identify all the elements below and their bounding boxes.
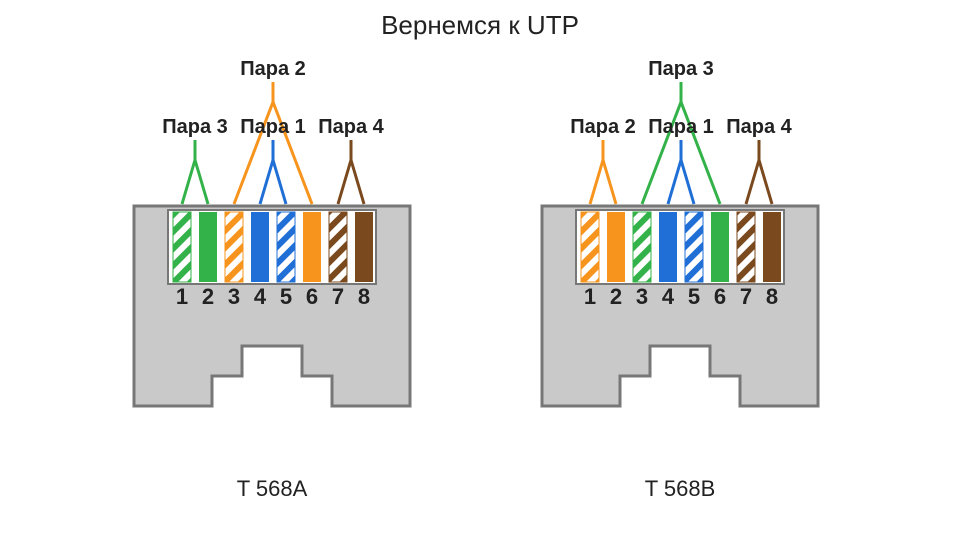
pin-number: 5 — [688, 284, 700, 309]
wire-6 — [711, 212, 729, 282]
pin-number: 4 — [662, 284, 675, 309]
pin-number: 4 — [254, 284, 267, 309]
pin-number: 1 — [584, 284, 596, 309]
pin-number: 2 — [202, 284, 214, 309]
page-title: Вернемся к UTP — [0, 10, 960, 41]
pair-label: Пара 4 — [311, 116, 391, 139]
pin-number: 3 — [636, 284, 648, 309]
pair-label: Пара 3 — [155, 116, 235, 139]
wire-5 — [685, 212, 703, 282]
wire-6 — [303, 212, 321, 282]
pair-label: Пара 2 — [563, 116, 643, 139]
wire-1 — [173, 212, 191, 282]
rj45-svg: 12345678 — [122, 58, 422, 418]
wire-2 — [199, 212, 217, 282]
pin-number: 5 — [280, 284, 292, 309]
pin-number: 6 — [714, 284, 726, 309]
wire-5 — [277, 212, 295, 282]
pin-number: 8 — [358, 284, 370, 309]
wire-3 — [225, 212, 243, 282]
wire-7 — [329, 212, 347, 282]
pair-label: Пара 1 — [641, 116, 721, 139]
wire-2 — [607, 212, 625, 282]
wire-8 — [355, 212, 373, 282]
rj45-diagram-t568b: Пара 3Пара 2Пара 1Пара 412345678T 568B — [530, 58, 830, 418]
wire-3 — [633, 212, 651, 282]
rj45-diagram-t568a: Пара 2Пара 3Пара 1Пара 412345678T 568A — [122, 58, 422, 418]
wire-7 — [737, 212, 755, 282]
wire-4 — [659, 212, 677, 282]
pair-label: Пара 1 — [233, 116, 313, 139]
pin-number: 1 — [176, 284, 188, 309]
pin-number: 2 — [610, 284, 622, 309]
pin-number: 7 — [740, 284, 752, 309]
pair-label-top: Пара 2 — [233, 58, 313, 81]
wire-4 — [251, 212, 269, 282]
pair-label-top: Пара 3 — [641, 58, 721, 81]
wire-8 — [763, 212, 781, 282]
pin-number: 8 — [766, 284, 778, 309]
wire-1 — [581, 212, 599, 282]
pair-label: Пара 4 — [719, 116, 799, 139]
scheme-label-t568b: T 568B — [530, 476, 830, 502]
scheme-label-t568a: T 568A — [122, 476, 422, 502]
rj45-svg: 12345678 — [530, 58, 830, 418]
pin-number: 7 — [332, 284, 344, 309]
pin-number: 6 — [306, 284, 318, 309]
pin-number: 3 — [228, 284, 240, 309]
